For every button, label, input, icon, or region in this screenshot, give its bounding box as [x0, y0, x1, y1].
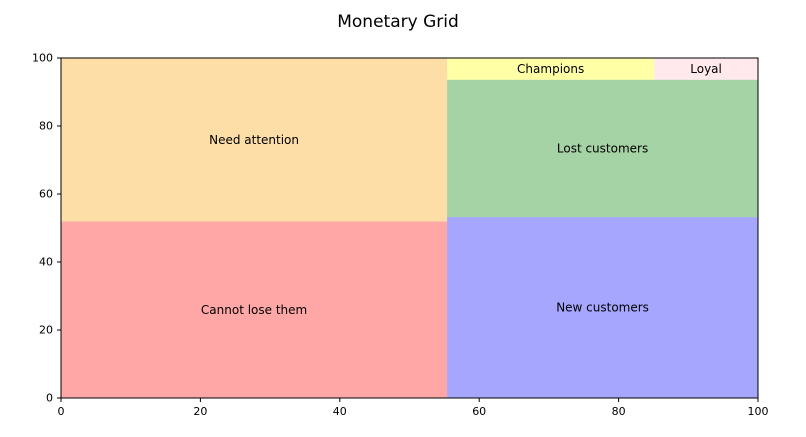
- y-tick-label: 40: [39, 256, 53, 269]
- segment-label-need-attention: Need attention: [209, 133, 299, 147]
- plot-frame: [60, 57, 759, 399]
- y-tick-label: 20: [39, 324, 53, 337]
- x-tick-label: 80: [612, 405, 626, 418]
- segment-need-attention: [61, 58, 448, 222]
- segment-label-lost-customers: Lost customers: [557, 141, 648, 155]
- x-tick-label: 100: [748, 405, 769, 418]
- segment-champions: [447, 58, 655, 80]
- x-tick-label: 20: [193, 405, 207, 418]
- segments-layer: Cannot lose them Need attention New custom…: [61, 58, 758, 398]
- axes-layer: 0 20 40 60 80 100 0 20 40 60 80 100: [32, 52, 769, 419]
- y-tick-label: 80: [39, 120, 53, 133]
- y-tick-label: 100: [32, 52, 53, 65]
- x-tick-label: 60: [472, 405, 486, 418]
- segment-label-loyal: Loyal: [690, 62, 722, 76]
- segment-cannot-lose-them: [61, 221, 448, 398]
- segment-label-new-customers: New customers: [556, 301, 649, 315]
- y-tick-label: 60: [39, 188, 53, 201]
- chart-title: Monetary Grid: [337, 12, 459, 32]
- segment-lost-customers: [447, 79, 758, 218]
- segment-label-cannot-lose-them: Cannot lose them: [201, 303, 307, 317]
- segment-new-customers: [447, 217, 758, 398]
- x-tick-label: 40: [333, 405, 347, 418]
- segment-loyal: [654, 58, 758, 80]
- y-tick-label: 0: [46, 392, 53, 405]
- segment-label-champions: Champions: [517, 62, 584, 76]
- x-tick-label: 0: [58, 405, 65, 418]
